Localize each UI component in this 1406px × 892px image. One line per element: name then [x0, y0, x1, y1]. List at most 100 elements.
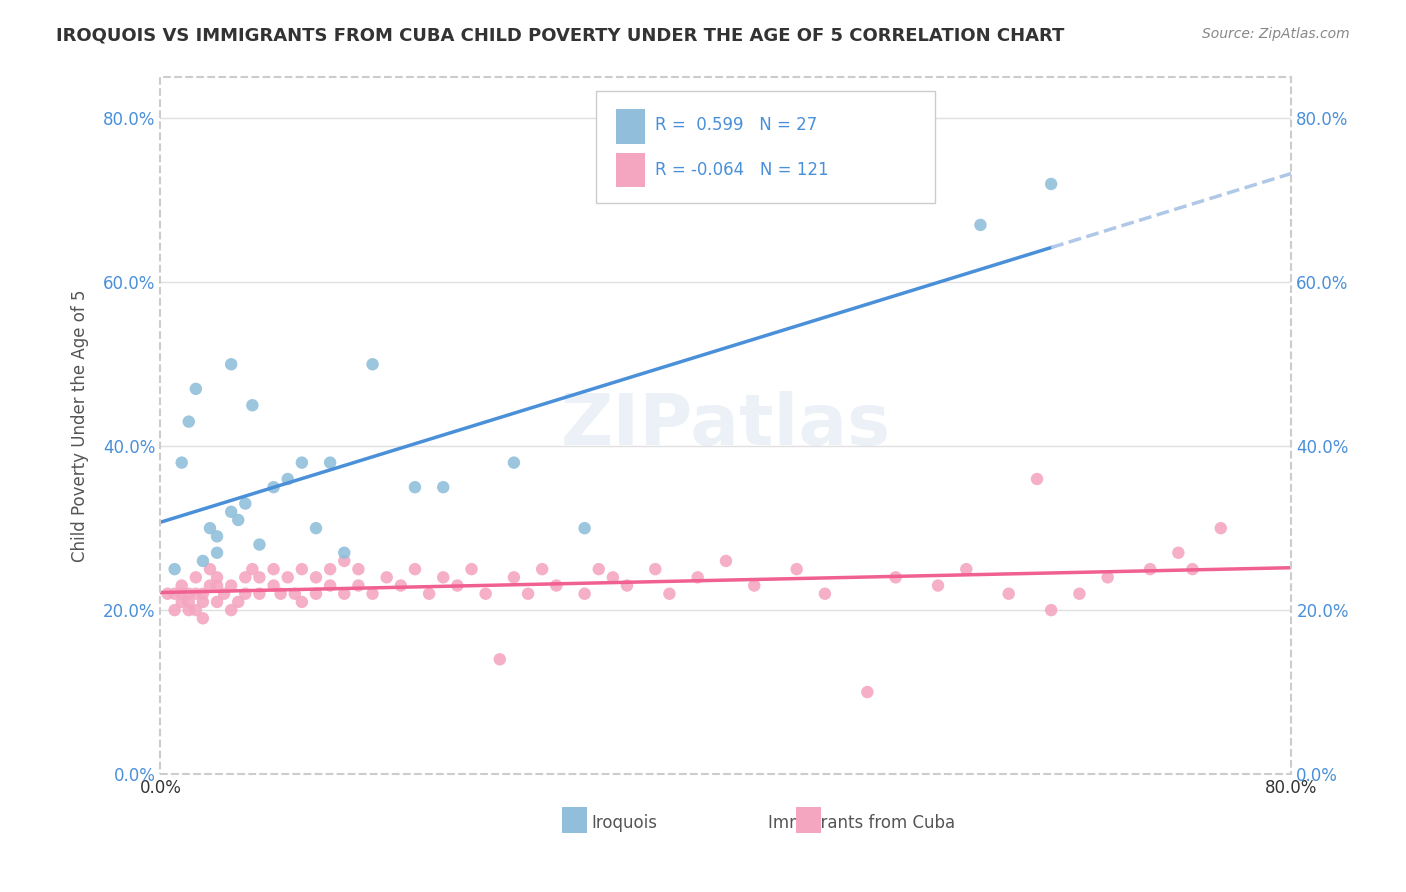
- Point: [574, 521, 596, 535]
- Point: [658, 587, 681, 601]
- Y-axis label: Child Poverty Under the Age of 5: Child Poverty Under the Age of 5: [72, 290, 89, 562]
- Point: [219, 578, 242, 592]
- Point: [1069, 587, 1091, 601]
- Point: [233, 570, 256, 584]
- Point: [205, 578, 228, 592]
- Point: [503, 570, 526, 584]
- Point: [219, 505, 242, 519]
- Point: [742, 578, 765, 592]
- Point: [1097, 570, 1119, 584]
- Point: [546, 578, 568, 592]
- Point: [418, 587, 440, 601]
- Point: [170, 587, 193, 601]
- Point: [644, 562, 666, 576]
- Point: [198, 521, 221, 535]
- Point: [263, 562, 285, 576]
- Point: [460, 562, 482, 576]
- Text: R =  0.599   N = 27: R = 0.599 N = 27: [655, 116, 817, 134]
- Point: [184, 570, 207, 584]
- Point: [997, 587, 1019, 601]
- Point: [714, 554, 737, 568]
- Point: [814, 587, 837, 601]
- Point: [1209, 521, 1232, 535]
- Point: [163, 603, 186, 617]
- Point: [1040, 177, 1063, 191]
- Point: [1167, 546, 1189, 560]
- Point: [242, 562, 264, 576]
- Point: [198, 578, 221, 592]
- Point: [177, 587, 200, 601]
- Point: [249, 537, 271, 551]
- Point: [233, 587, 256, 601]
- Point: [488, 652, 510, 666]
- Point: [184, 587, 207, 601]
- Point: [249, 587, 271, 601]
- Point: [249, 570, 271, 584]
- Point: [177, 603, 200, 617]
- Point: [474, 587, 496, 601]
- Point: [177, 415, 200, 429]
- Point: [1026, 472, 1049, 486]
- Point: [291, 562, 314, 576]
- Point: [432, 570, 454, 584]
- Point: [531, 562, 554, 576]
- Point: [333, 546, 356, 560]
- Point: [205, 595, 228, 609]
- Point: [333, 587, 356, 601]
- Point: [163, 562, 186, 576]
- Point: [305, 521, 328, 535]
- Point: [170, 595, 193, 609]
- Point: [191, 554, 214, 568]
- Text: ZIPatlas: ZIPatlas: [561, 392, 891, 460]
- Point: [242, 398, 264, 412]
- Text: R = -0.064   N = 121: R = -0.064 N = 121: [655, 161, 828, 179]
- Point: [1181, 562, 1204, 576]
- Point: [177, 595, 200, 609]
- Point: [927, 578, 949, 592]
- Point: [212, 587, 235, 601]
- Point: [205, 546, 228, 560]
- Point: [191, 611, 214, 625]
- Point: [361, 587, 384, 601]
- Point: [1040, 603, 1063, 617]
- FancyBboxPatch shape: [616, 153, 644, 187]
- Point: [291, 595, 314, 609]
- Point: [226, 595, 249, 609]
- Point: [170, 456, 193, 470]
- Point: [291, 456, 314, 470]
- Point: [375, 570, 398, 584]
- Point: [955, 562, 977, 576]
- Point: [270, 587, 292, 601]
- Point: [432, 480, 454, 494]
- Point: [156, 587, 179, 601]
- FancyBboxPatch shape: [562, 806, 586, 833]
- Point: [856, 685, 879, 699]
- Point: [170, 578, 193, 592]
- Point: [602, 570, 624, 584]
- Point: [184, 382, 207, 396]
- Point: [347, 562, 370, 576]
- Point: [446, 578, 468, 592]
- Point: [319, 562, 342, 576]
- Point: [219, 603, 242, 617]
- Point: [574, 587, 596, 601]
- Point: [263, 480, 285, 494]
- Point: [233, 497, 256, 511]
- Point: [503, 456, 526, 470]
- Point: [263, 578, 285, 592]
- Point: [347, 578, 370, 592]
- Point: [305, 587, 328, 601]
- Point: [616, 578, 638, 592]
- Text: Immigrants from Cuba: Immigrants from Cuba: [768, 814, 955, 831]
- Point: [588, 562, 610, 576]
- Point: [404, 480, 426, 494]
- Point: [404, 562, 426, 576]
- Text: Source: ZipAtlas.com: Source: ZipAtlas.com: [1202, 27, 1350, 41]
- FancyBboxPatch shape: [596, 91, 935, 202]
- Point: [884, 570, 907, 584]
- Point: [191, 587, 214, 601]
- FancyBboxPatch shape: [616, 109, 644, 144]
- Point: [305, 570, 328, 584]
- Point: [517, 587, 540, 601]
- Point: [198, 562, 221, 576]
